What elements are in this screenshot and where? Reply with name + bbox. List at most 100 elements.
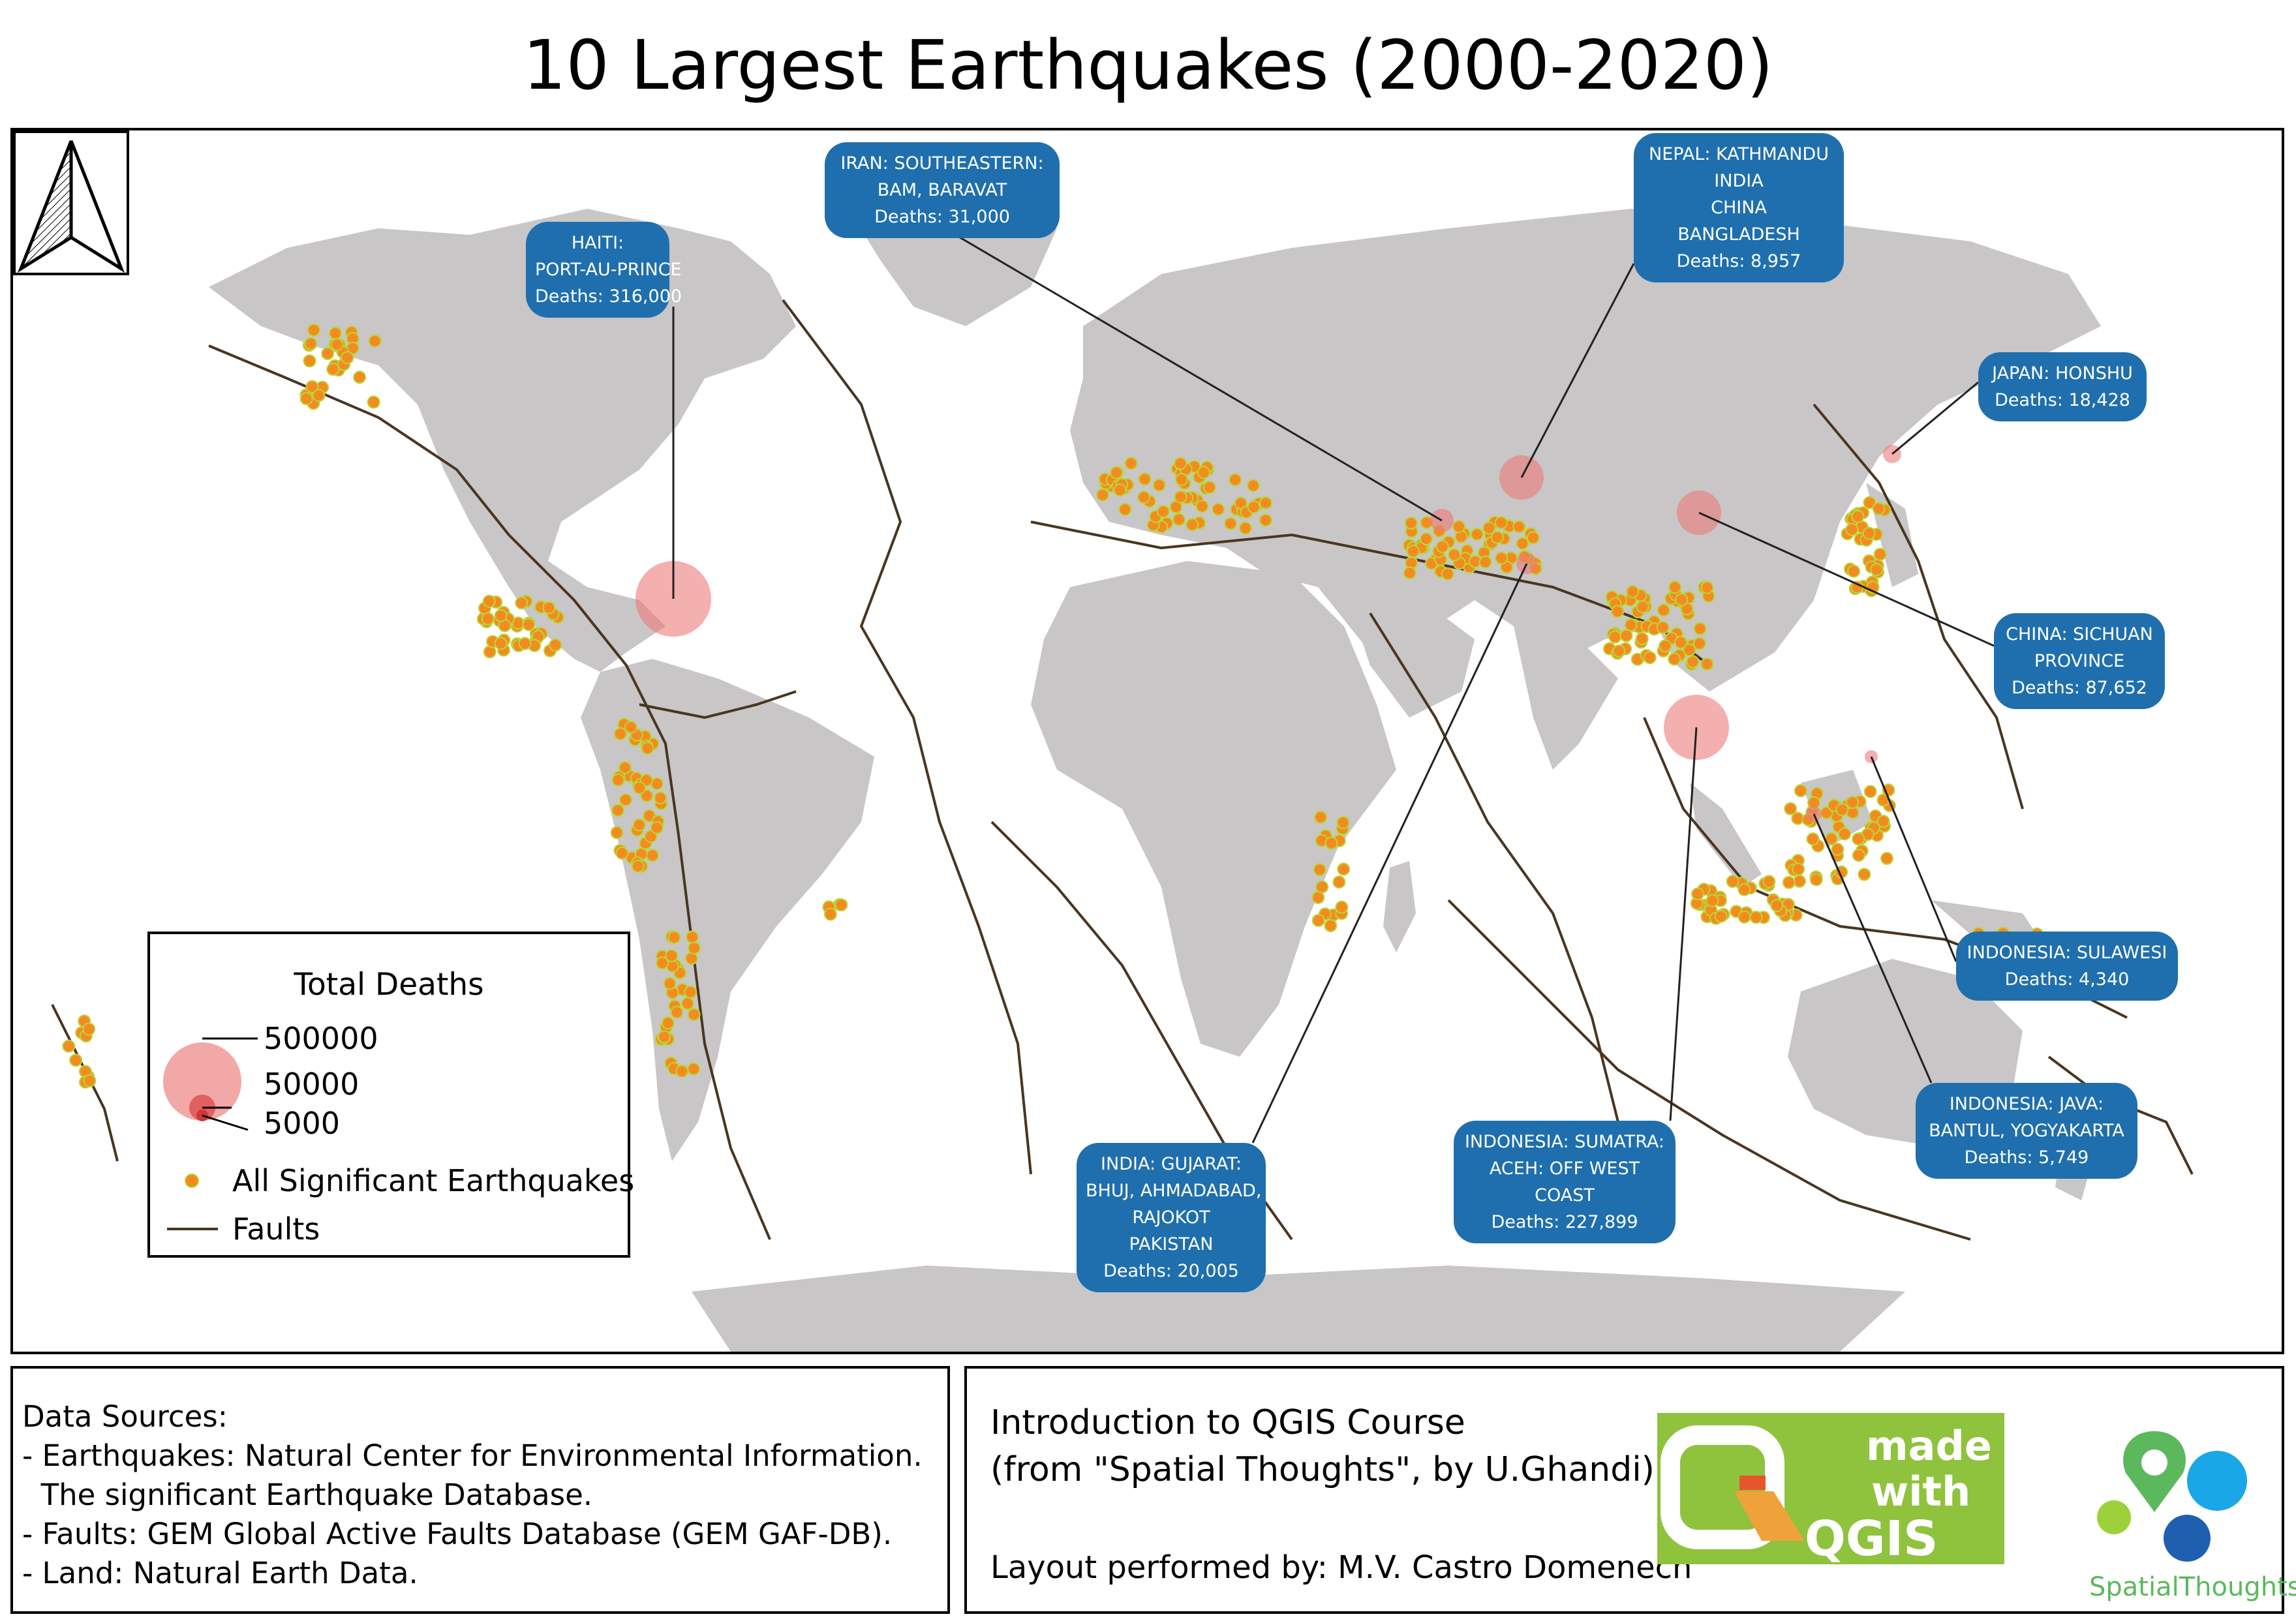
earthquake-point-85 (651, 777, 664, 791)
earthquake-point-466 (1324, 836, 1338, 850)
callout-7-line-2: COAST (1535, 1185, 1595, 1206)
earthquake-point-409 (1749, 911, 1763, 924)
earthquake-point-338 (1870, 563, 1884, 577)
earthquake-point-364 (1806, 832, 1820, 846)
north-arrow (13, 130, 129, 275)
earthquake-point-77 (611, 804, 625, 817)
earthquake-point-95 (650, 821, 664, 834)
callout-8-line-1: BHUJ, AHMADABAD, (1086, 1181, 1262, 1201)
earthquake-point-240 (1526, 531, 1540, 545)
earthquake-point-421 (1706, 894, 1719, 907)
callout-8: INDIA: GUJARAT: BHUJ, AHMADABAD, RAJOKOT PA… (1077, 1143, 1266, 1292)
earthquake-point-222 (1403, 566, 1416, 580)
fault-line-10 (639, 690, 797, 720)
earthquake-point-184 (1110, 466, 1124, 479)
earthquake-point-128 (684, 985, 697, 999)
earthquake-point-94 (633, 781, 647, 795)
earthquake-point-163 (1174, 457, 1187, 470)
earthquake-point-335 (1851, 509, 1865, 523)
callout-leader-2 (1520, 263, 1635, 478)
earthquake-point-86 (632, 818, 646, 832)
callout-3-line-1: Deaths: 18,428 (1995, 390, 2130, 410)
earthquake-point-305 (1619, 629, 1633, 643)
earthquake-point-380 (1835, 803, 1849, 817)
earthquake-point-313 (1863, 496, 1876, 509)
earthquake-point-130 (658, 1030, 671, 1044)
earthquake-point-295 (1668, 652, 1681, 666)
earthquake-point-151 (1138, 472, 1152, 486)
earthquake-point-190 (1247, 500, 1261, 514)
legend-title: Total Deaths (294, 967, 484, 1003)
earthquake-point-176 (1197, 466, 1210, 479)
earthquake-point-116 (670, 1005, 684, 1019)
earthquake-point-302 (1675, 593, 1689, 607)
legend-size-5000: 5000 (264, 1106, 341, 1141)
sources-faults: - Faults: GEM Global Active Faults Datab… (22, 1517, 893, 1551)
earthquake-point-424 (1782, 875, 1796, 889)
callout-4-line-0: CHINA: SICHUAN (2006, 624, 2153, 645)
callout-2-line-4: Deaths: 8,957 (1676, 251, 1801, 271)
land-india (1514, 626, 1618, 770)
earthquake-point-55 (494, 637, 508, 650)
earthquake-point-453 (1314, 810, 1328, 824)
earthquake-point-290 (1700, 581, 1714, 594)
fault-line-1 (782, 299, 1032, 1175)
earthquake-point-476 (69, 1054, 83, 1067)
land-antarctica (692, 1266, 1905, 1352)
earthquake-point-334 (1873, 547, 1887, 561)
earthquake-point-87 (646, 849, 660, 862)
earthquake-point-463 (1311, 914, 1325, 927)
callout-6: INDONESIA: JAVA: BANTUL, YOGYAKARTA Deaths… (1916, 1083, 2137, 1179)
callout-2: NEPAL: KATHMANDU INDIA CHINA BANGLADESH Deat… (1634, 133, 1844, 282)
earthquake-point-191 (1156, 505, 1170, 518)
earthquake-point-307 (1643, 651, 1657, 665)
callout-4-line-1: PROVINCE (2034, 651, 2125, 671)
callout-1-line-2: Deaths: 31,000 (874, 207, 1010, 227)
earthquake-point-459 (1332, 875, 1346, 889)
earthquake-point-131 (675, 1065, 689, 1078)
callout-8-line-3: PAKISTAN (1129, 1234, 1214, 1254)
land-north-america (209, 209, 796, 672)
earthquake-point-58 (518, 637, 532, 650)
callout-4-line-2: Deaths: 87,652 (2012, 678, 2147, 698)
earthquake-point-488 (834, 898, 848, 912)
earthquake-point-218 (1448, 548, 1461, 562)
earthquake-point-147 (1224, 517, 1237, 530)
earthquake-point-279 (1693, 622, 1707, 635)
earthquake-point-457 (1311, 890, 1325, 904)
map-title: 10 Largest Earthquakes (2000-2020) (523, 25, 1773, 105)
earthquake-point-27 (329, 326, 342, 340)
earthquake-point-12 (303, 354, 316, 368)
earthquake-point-20 (321, 347, 335, 360)
callout-6-line-0: INDONESIA: JAVA: (1949, 1094, 2104, 1114)
earthquake-point-286 (1659, 639, 1672, 653)
earthquake-point-100 (619, 793, 632, 807)
earthquake-point-99 (641, 742, 654, 755)
callout-leader-6 (1813, 813, 1933, 1084)
callout-leader-3 (1891, 381, 1979, 455)
course-title: Introduction to QGIS Course (990, 1403, 1465, 1442)
callout-7-line-1: ACEH: OFF WEST (1489, 1159, 1640, 1179)
sources-earthquakes-db: The significant Earthquake Database. (22, 1478, 593, 1512)
earthquake-point-63 (494, 609, 508, 622)
earthquake-point-235 (1482, 521, 1496, 535)
callout-leader-8 (1251, 563, 1528, 1144)
earthquake-point-25 (353, 371, 367, 384)
earthquake-point-266 (1636, 600, 1649, 614)
land-sumatra (1690, 783, 1762, 887)
callout-7-line-3: Deaths: 227,899 (1491, 1212, 1638, 1232)
earthquake-point-38 (549, 638, 562, 652)
earthquake-point-102 (654, 791, 667, 805)
earthquake-point-108 (684, 952, 698, 965)
earthquake-point-239 (1495, 551, 1508, 565)
earthquake-point-158 (1137, 491, 1151, 504)
callout-7: INDONESIA: SUMATRA: ACEH: OFF WEST COAST De… (1454, 1121, 1676, 1243)
earthquake-point-306 (1611, 605, 1625, 618)
earthquake-point-57 (482, 594, 496, 608)
earthquake-point-373 (1809, 873, 1823, 887)
callout-7-line-0: INDONESIA: SUMATRA: (1464, 1132, 1665, 1152)
earthquake-point-117 (688, 941, 701, 955)
made-with-qgis-logo: made with QGIS (1657, 1413, 2004, 1567)
earthquake-point-464 (1335, 900, 1349, 914)
earthquake-point-287 (1693, 637, 1706, 650)
